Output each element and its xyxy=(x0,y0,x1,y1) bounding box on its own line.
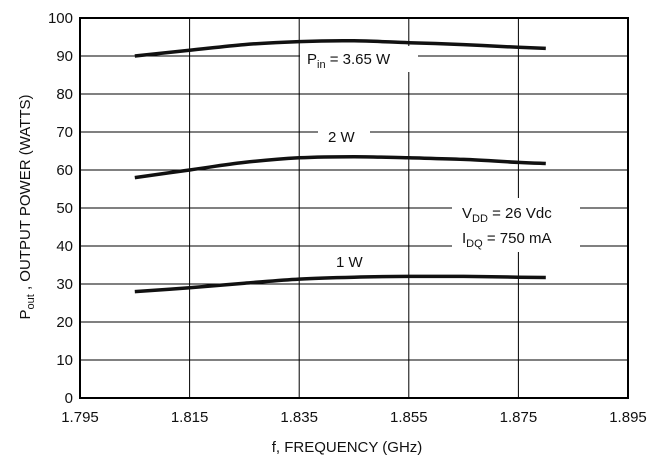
x-tick-labels: 1.795 1.815 1.835 1.855 1.875 1.895 xyxy=(61,409,647,426)
y-axis-label: Pout , OUTPUT POWER (WATTS) xyxy=(17,94,37,319)
x-axis-label: f, FREQUENCY (GHz) xyxy=(272,439,423,456)
plot-frame xyxy=(79,17,629,399)
w2-label-bg xyxy=(318,125,370,149)
series-line-2w xyxy=(134,154,546,180)
pin-label-bg xyxy=(300,46,418,72)
y-tick-labels: 0 10 20 30 40 50 60 70 80 90 100 xyxy=(48,10,73,407)
idq-label: IDQ = 750 mA xyxy=(462,230,551,250)
x-tick-label: 1.895 xyxy=(609,409,647,426)
series-group xyxy=(134,38,546,294)
y-tick-label: 80 xyxy=(56,86,73,103)
w2-label: 2 W xyxy=(328,129,356,146)
y-tick-label: 10 xyxy=(56,352,73,369)
w1-label-bg xyxy=(325,250,377,274)
y-tick-label: 20 xyxy=(56,314,73,331)
vdd-label: VDD = 26 Vdc xyxy=(462,205,552,225)
y-tick-label: 60 xyxy=(56,162,73,179)
x-tick-label: 1.875 xyxy=(500,409,538,426)
x-tick-label: 1.795 xyxy=(61,409,99,426)
y-tick-label: 90 xyxy=(56,48,73,65)
x-tick-label: 1.815 xyxy=(171,409,209,426)
y-tick-label: 50 xyxy=(56,200,73,217)
x-tick-label: 1.835 xyxy=(280,409,318,426)
x-tick-label: 1.855 xyxy=(390,409,428,426)
series-line-pin-3-65w xyxy=(134,38,546,58)
y-tick-label: 100 xyxy=(48,10,73,27)
y-tick-label: 0 xyxy=(65,390,73,407)
y-tick-label: 70 xyxy=(56,124,73,141)
pin-label: Pin = 3.65 W xyxy=(307,51,391,71)
y-tick-label: 30 xyxy=(56,276,73,293)
w1-label: 1 W xyxy=(336,254,364,271)
y-tick-label: 40 xyxy=(56,238,73,255)
series-line-1w xyxy=(134,274,546,294)
bias-label-bg xyxy=(452,198,580,252)
